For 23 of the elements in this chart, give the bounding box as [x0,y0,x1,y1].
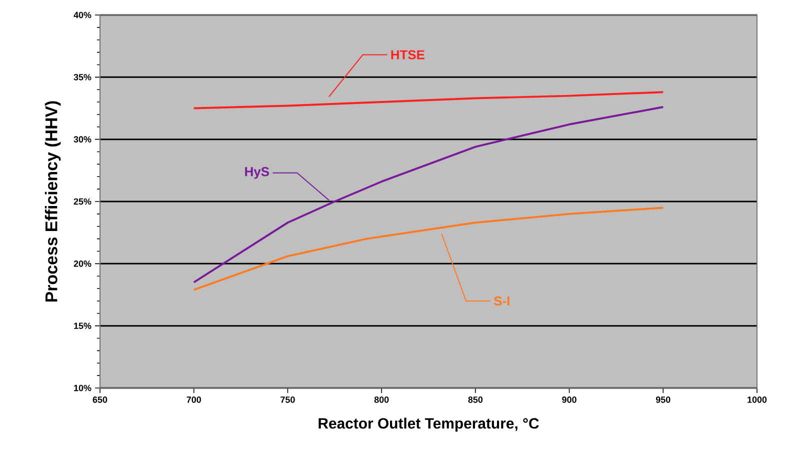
x-tick-label: 650 [92,396,108,403]
text: S-I [494,296,510,306]
x-tick-label: 850 [468,396,483,403]
x-tick-label: 950 [656,396,670,403]
y-tick-label: 30% [74,136,92,143]
y-axis-title: Process Efficiency (HHV) [44,101,61,302]
x-axis-title: Reactor Outlet Temperature, °C [318,418,539,432]
y-tick-label: 35% [74,74,92,80]
text: HTSE [391,50,424,60]
text: HyS [245,167,269,179]
line-series [192,206,664,291]
x-tick-label: 800 [374,396,389,403]
y-tick-label: 15% [74,322,92,330]
line-series [192,91,664,110]
line-series [192,106,664,284]
x-tick-label: 900 [562,396,576,403]
x-tick-label: 750 [280,396,295,403]
y-tick-label: 40% [74,12,92,18]
x-tick-label: 1000 [748,396,767,403]
y-tick-label: 25% [74,198,92,205]
x-tick-label: 700 [186,396,201,403]
y-tick-label: 20% [74,260,92,267]
y-tick-label: 10% [74,384,92,392]
